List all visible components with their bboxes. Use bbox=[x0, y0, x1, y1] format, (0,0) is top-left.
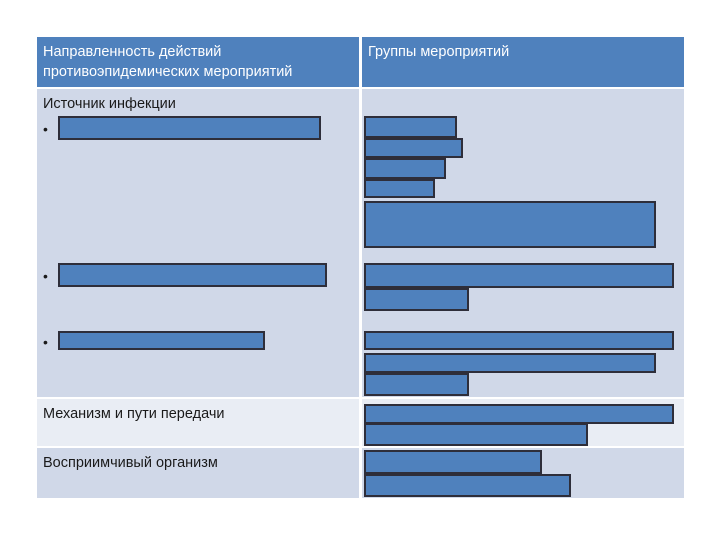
bullet-3: • bbox=[43, 334, 48, 350]
row-susceptible-label: Восприимчивый организм bbox=[43, 455, 218, 471]
row-mechanism-left: Механизм и пути передачи bbox=[37, 399, 359, 446]
header-direction-text: Направленность действий противоэпидемиче… bbox=[43, 44, 293, 80]
redacted-text-bar bbox=[364, 158, 446, 179]
redacted-text-bar bbox=[364, 288, 469, 311]
redacted-text-bar bbox=[364, 179, 435, 198]
redacted-text-bar bbox=[364, 404, 674, 424]
redacted-text-bar bbox=[364, 201, 656, 248]
redacted-text-bar bbox=[364, 331, 674, 350]
redacted-text-bar bbox=[364, 263, 674, 288]
redacted-text-bar bbox=[58, 116, 321, 140]
redacted-text-bar bbox=[364, 474, 571, 497]
redacted-text-bar bbox=[58, 331, 265, 350]
header-cell-direction: Направленность действий противоэпидемиче… bbox=[37, 37, 359, 87]
redacted-text-bar bbox=[364, 116, 457, 138]
header-groups-text: Группы мероприятий bbox=[368, 44, 510, 60]
bullet-2: • bbox=[43, 268, 48, 284]
row-susceptible-left: Восприимчивый организм bbox=[37, 448, 359, 498]
header-cell-groups: Группы мероприятий bbox=[362, 37, 684, 87]
row-source-label: Источник инфекции bbox=[43, 96, 176, 112]
bullet-1: • bbox=[43, 121, 48, 137]
measures-table: Направленность действий противоэпидемиче… bbox=[37, 37, 684, 498]
redacted-text-bar bbox=[364, 373, 469, 396]
redacted-text-bar bbox=[364, 423, 588, 446]
redacted-text-bar bbox=[58, 263, 327, 287]
row-mechanism-label: Механизм и пути передачи bbox=[43, 406, 225, 422]
redacted-text-bar bbox=[364, 138, 463, 158]
redacted-text-bar bbox=[364, 450, 542, 474]
redacted-text-bar bbox=[364, 353, 656, 373]
